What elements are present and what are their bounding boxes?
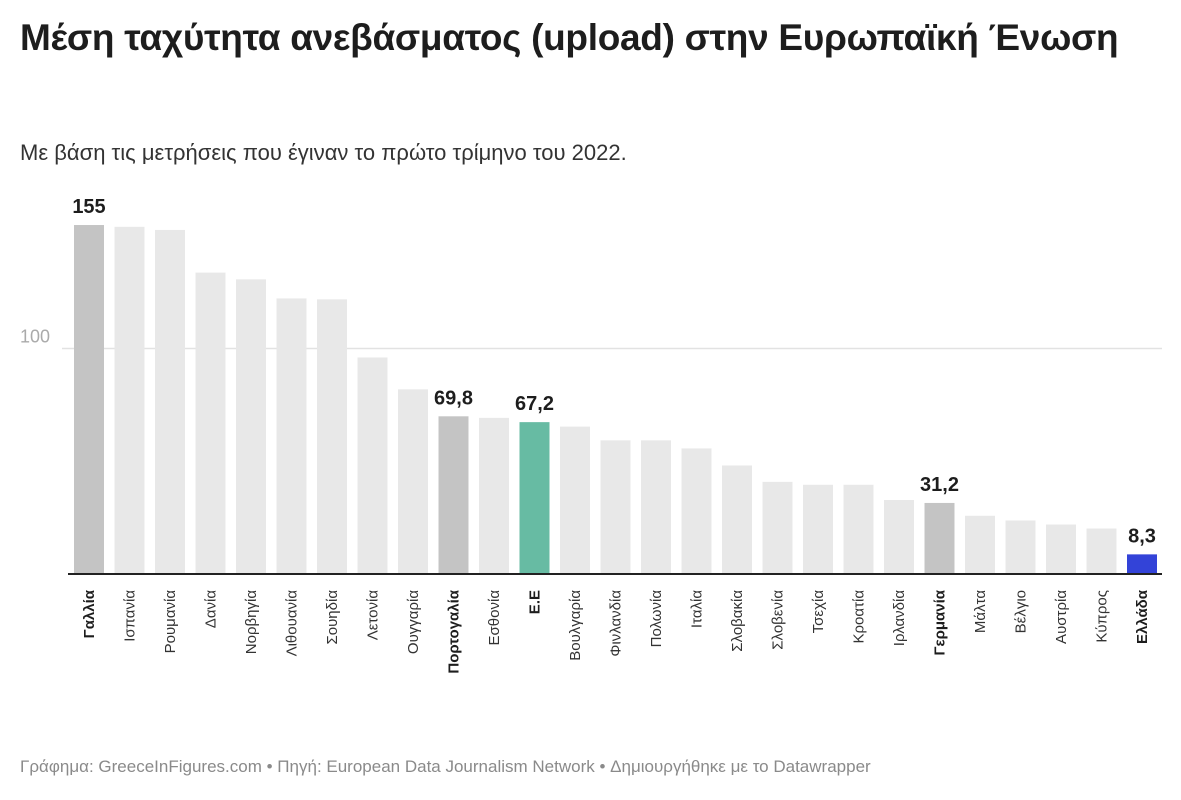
x-tick-label: Φινλανδία: [608, 590, 625, 657]
bar-8: [398, 389, 428, 573]
x-tick-label: Ε.Ε: [527, 590, 544, 614]
bar-chart: 100 Γαλλία 155 Ισπανία Ρουμανία Δανία Νορβηγία…: [20, 196, 1162, 674]
x-tick-label: Εσθονία: [486, 590, 503, 646]
bar-18: [803, 484, 833, 573]
data-label: 155: [72, 196, 105, 218]
bar-13: [600, 440, 631, 573]
bar-5: [276, 298, 307, 573]
x-tick-label: Ουγγαρία: [405, 590, 422, 654]
x-tick-label: Ρουμανία: [162, 590, 179, 654]
x-tick-label: Ισπανία: [122, 590, 139, 642]
bar-7: [357, 357, 388, 573]
bar-2: [155, 229, 185, 574]
x-tick-label: Γαλλία: [81, 589, 98, 638]
bar-1: [114, 226, 145, 574]
chart-footer: Γράφημα: GreeceInFigures.com • Πηγή: Eur…: [20, 757, 871, 776]
x-tick-label: Ιταλία: [689, 590, 706, 628]
x-tick-label: Νορβηγία: [243, 590, 260, 655]
bar-17: [762, 481, 793, 573]
chart-title: Μέση ταχύτητα ανεβάσματος (upload) στην …: [20, 17, 1119, 58]
bar-9: [438, 416, 469, 573]
bar-10: [479, 417, 509, 573]
data-label: 69,8: [434, 387, 473, 409]
x-tick-label: Βουλγαρία: [567, 590, 584, 661]
bar-3: [195, 272, 226, 573]
chart-subtitle: Με βάση τις μετρήσεις που έγιναν το πρώτ…: [20, 140, 627, 165]
y-tick-label: 100: [20, 327, 50, 347]
x-tick-label: Σουηδία: [324, 590, 341, 645]
data-label: 8,3: [1128, 525, 1156, 547]
x-tick-label: Λιθουανία: [284, 590, 301, 657]
x-tick-label: Δανία: [203, 590, 220, 629]
x-tick-label: Γερμανία: [932, 589, 949, 655]
x-tick-label: Σλοβακία: [729, 590, 746, 652]
bar-26: [1127, 554, 1157, 573]
x-tick-label: Ελλάδα: [1134, 589, 1151, 644]
data-label: 67,2: [515, 393, 554, 415]
bar-20: [884, 500, 914, 573]
bar-11: [519, 422, 550, 573]
x-tick-label: Ιρλανδία: [891, 590, 908, 647]
bar-15: [681, 448, 712, 573]
x-tick-label: Βέλγιο: [1013, 590, 1030, 633]
bar-0: [74, 225, 104, 573]
x-tick-label: Κύπρος: [1094, 590, 1111, 643]
bar-21: [924, 502, 955, 573]
bar-4: [236, 279, 266, 573]
data-label: 31,2: [920, 474, 959, 496]
bar-24: [1046, 524, 1076, 573]
x-tick-label: Πολωνία: [648, 590, 665, 648]
bar-19: [843, 484, 874, 573]
bar-12: [560, 426, 590, 573]
bar-14: [641, 440, 671, 573]
bar-25: [1086, 528, 1117, 573]
x-tick-label: Τσεχία: [810, 590, 827, 634]
x-tick-label: Πορτογαλία: [446, 589, 463, 673]
x-tick-label: Μάλτα: [972, 590, 989, 633]
bar-23: [1005, 520, 1036, 573]
x-tick-label: Σλοβενία: [770, 590, 787, 650]
bar-22: [965, 515, 995, 573]
x-tick-label: Λετονία: [365, 590, 382, 641]
x-tick-label: Αυστρία: [1053, 590, 1070, 644]
x-tick-label: Κροατία: [851, 590, 868, 644]
bar-6: [317, 299, 347, 573]
bar-16: [722, 465, 752, 573]
